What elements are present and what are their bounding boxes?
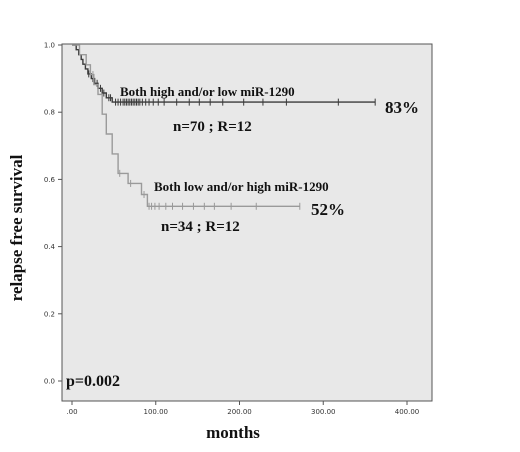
p-value-label: p=0.002 xyxy=(66,373,120,390)
series-high-label: Both high and/or low miR-1290 xyxy=(120,84,295,99)
series-low-percent: 52% xyxy=(311,200,345,219)
y-tick-label: 0.4 xyxy=(44,243,56,251)
x-tick-label: 300.00 xyxy=(311,408,336,416)
series-high-percent: 83% xyxy=(385,98,419,117)
plot-area xyxy=(62,44,432,401)
y-tick-label: 0.2 xyxy=(44,310,55,318)
series-low-curve xyxy=(72,44,300,207)
y-axis-title: relapse free survival xyxy=(7,154,26,301)
y-tick-label: 0.6 xyxy=(44,176,56,184)
y-tick-label: 1.0 xyxy=(44,42,55,50)
x-tick-label: .00 xyxy=(66,408,77,416)
x-axis: .00 100.00 200.00 300.00 400.00 xyxy=(66,401,419,416)
series-low-stats: n=34 ; R=12 xyxy=(161,219,240,235)
x-tick-label: 200.00 xyxy=(227,408,252,416)
y-tick-label: 0.0 xyxy=(44,378,55,386)
y-axis: 0.0 0.2 0.4 0.6 0.8 1.0 xyxy=(44,42,62,386)
plot-frame xyxy=(61,43,433,402)
x-tick-label: 400.00 xyxy=(395,408,420,416)
series-low-group xyxy=(72,44,301,210)
x-axis-title: months xyxy=(206,423,260,442)
y-tick-label: 0.8 xyxy=(44,109,55,117)
series-layer xyxy=(72,44,376,210)
series-low-label: Both low and/or high miR-1290 xyxy=(154,179,329,194)
series-high-stats: n=70 ; R=12 xyxy=(173,119,252,135)
x-tick-label: 100.00 xyxy=(144,408,169,416)
